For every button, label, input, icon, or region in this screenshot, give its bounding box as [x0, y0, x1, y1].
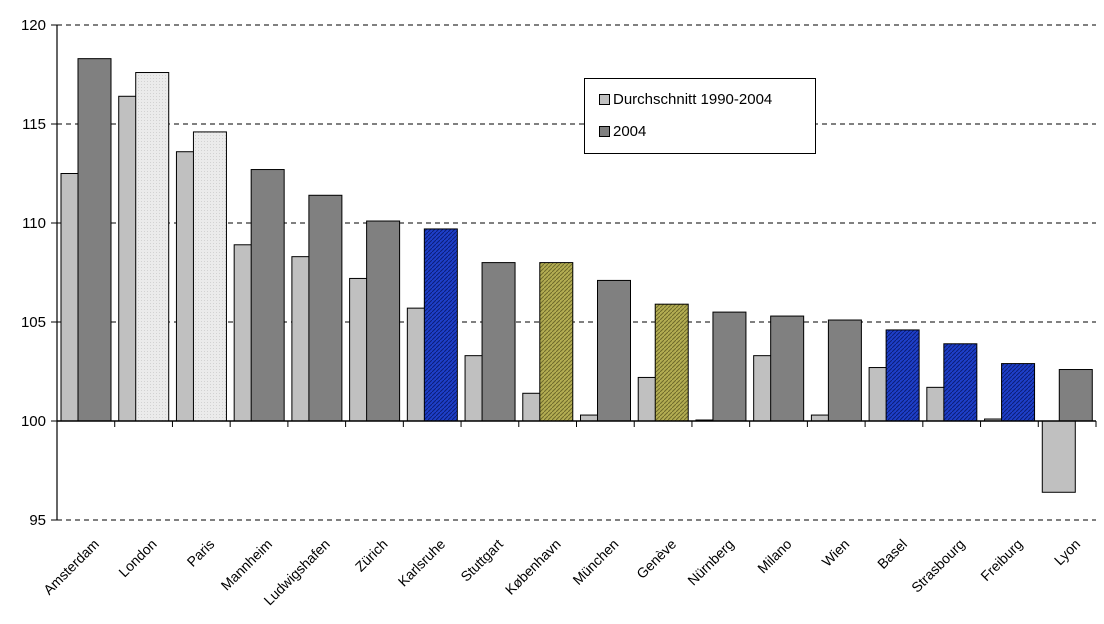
x-category-label-3: Paris: [184, 536, 218, 570]
legend-label-series-2: 2004: [613, 123, 647, 140]
x-category-label-6: Zürich: [352, 536, 391, 575]
bar-series-2-13: [770, 315, 805, 422]
legend-swatch-series-1: [599, 94, 610, 105]
x-category-label-18: Lyon: [1051, 536, 1083, 568]
bar-series-2-3: [192, 131, 227, 422]
y-tick-labels: 95 100 105 110 115 120: [21, 17, 46, 529]
bar-series-2-11: [654, 303, 689, 422]
bar-series-2-15: [885, 329, 920, 422]
x-category-label-17: Freiburg: [977, 536, 1025, 584]
x-category-labels: Amsterdam London Paris MannheimLudwigshafen…: [40, 536, 1083, 609]
x-category-label-14: Wien: [818, 536, 852, 570]
x-category-label-13: Milano: [754, 536, 795, 577]
bar-series-2-17: [1001, 363, 1036, 422]
x-category-label-12: Nürnberg: [684, 536, 737, 589]
axes: [51, 24, 1097, 521]
y-tick-label: 95: [29, 512, 46, 529]
y-tick-label: 115: [22, 116, 46, 133]
bar-series-2-7: [423, 228, 458, 422]
x-category-label-4: Mannheim: [218, 536, 276, 594]
bar-series-2-12: [712, 311, 747, 422]
bar-series-2-6: [366, 220, 401, 422]
x-category-label-9: København: [502, 536, 564, 598]
x-category-label-10: München: [569, 536, 621, 588]
x-category-label-7: Karlsruhe: [395, 536, 449, 590]
x-category-label-11: Genève: [633, 536, 679, 582]
bar-series-2-4: [250, 169, 285, 422]
legend: Durchschnitt 1990-2004 2004: [584, 78, 816, 154]
bar-series-2-1: [77, 58, 112, 422]
y-tick-label: 100: [21, 413, 46, 430]
bar-series-2-5: [308, 194, 343, 422]
legend-item-series-2: 2004: [599, 123, 646, 140]
bar-series-2-8: [481, 262, 516, 422]
y-tick-label: 110: [22, 215, 46, 232]
y-tick-label: 105: [21, 314, 46, 331]
gridlines: [57, 24, 1096, 521]
x-category-label-8: Stuttgart: [457, 536, 506, 585]
legend-label-series-1: Durchschnitt 1990-2004: [613, 91, 773, 108]
legend-item-series-1: Durchschnitt 1990-2004: [599, 91, 772, 108]
legend-swatch-series-2: [599, 126, 610, 137]
bar-series-2-18: [1058, 369, 1093, 422]
bar-series-1-18: [1041, 420, 1076, 493]
x-category-label-1: Amsterdam: [40, 536, 102, 598]
bar-series-2-10: [597, 279, 631, 422]
bar-series-2-16: [943, 343, 978, 422]
x-category-label-15: Basel: [874, 536, 910, 572]
x-category-label-16: Strasbourg: [908, 536, 968, 596]
bar-series-2-2: [135, 72, 170, 422]
y-tick-label: 120: [21, 17, 46, 34]
bar-series-2-14: [827, 319, 862, 422]
bar-series-2-9: [539, 262, 574, 422]
x-category-label-2: London: [115, 536, 159, 580]
bars: [60, 58, 1093, 493]
